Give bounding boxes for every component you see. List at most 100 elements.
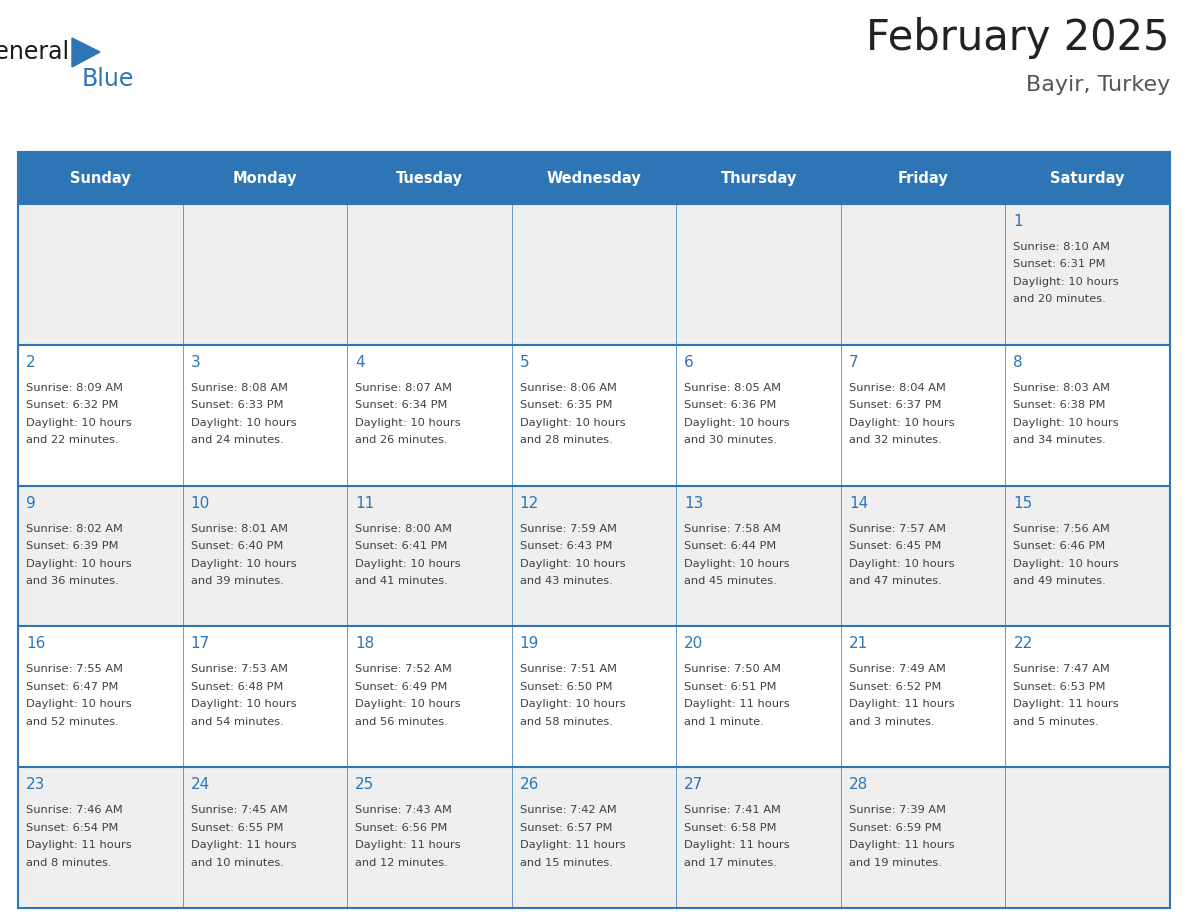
Text: Daylight: 10 hours: Daylight: 10 hours xyxy=(190,700,296,710)
Text: General: General xyxy=(0,40,70,64)
Text: Monday: Monday xyxy=(233,171,297,185)
Text: and 5 minutes.: and 5 minutes. xyxy=(1013,717,1099,727)
Text: Sunset: 6:40 PM: Sunset: 6:40 PM xyxy=(190,541,283,551)
Text: Sunset: 6:59 PM: Sunset: 6:59 PM xyxy=(849,823,941,833)
Text: Sunrise: 7:46 AM: Sunrise: 7:46 AM xyxy=(26,805,122,815)
Text: Daylight: 10 hours: Daylight: 10 hours xyxy=(684,558,790,568)
Text: 8: 8 xyxy=(1013,354,1023,370)
Text: Sunset: 6:53 PM: Sunset: 6:53 PM xyxy=(1013,682,1106,692)
Text: Friday: Friday xyxy=(898,171,948,185)
Bar xyxy=(1005,152,1170,204)
Text: Daylight: 10 hours: Daylight: 10 hours xyxy=(519,558,625,568)
Text: and 15 minutes.: and 15 minutes. xyxy=(519,857,613,868)
Text: and 3 minutes.: and 3 minutes. xyxy=(849,717,935,727)
Text: and 10 minutes.: and 10 minutes. xyxy=(190,857,284,868)
Bar xyxy=(512,767,676,908)
Text: Sunset: 6:49 PM: Sunset: 6:49 PM xyxy=(355,682,448,692)
Text: Daylight: 10 hours: Daylight: 10 hours xyxy=(190,418,296,428)
Text: Sunday: Sunday xyxy=(70,171,131,185)
Bar xyxy=(183,626,347,767)
Text: Sunset: 6:43 PM: Sunset: 6:43 PM xyxy=(519,541,612,551)
Bar xyxy=(676,152,841,204)
Bar xyxy=(1005,486,1170,626)
Text: and 22 minutes.: and 22 minutes. xyxy=(26,435,119,445)
Bar xyxy=(841,204,1005,345)
Text: Daylight: 11 hours: Daylight: 11 hours xyxy=(849,840,954,850)
Text: Daylight: 10 hours: Daylight: 10 hours xyxy=(1013,418,1119,428)
Text: Daylight: 10 hours: Daylight: 10 hours xyxy=(26,558,132,568)
Text: Sunset: 6:31 PM: Sunset: 6:31 PM xyxy=(1013,260,1106,270)
Text: and 20 minutes.: and 20 minutes. xyxy=(1013,295,1106,305)
Text: 27: 27 xyxy=(684,778,703,792)
Text: and 39 minutes.: and 39 minutes. xyxy=(190,577,284,586)
Text: Daylight: 10 hours: Daylight: 10 hours xyxy=(849,558,954,568)
Text: Sunset: 6:37 PM: Sunset: 6:37 PM xyxy=(849,400,941,410)
Text: and 8 minutes.: and 8 minutes. xyxy=(26,857,112,868)
Bar xyxy=(1005,767,1170,908)
Text: Daylight: 10 hours: Daylight: 10 hours xyxy=(519,700,625,710)
Text: 21: 21 xyxy=(849,636,868,652)
Text: Sunrise: 7:39 AM: Sunrise: 7:39 AM xyxy=(849,805,946,815)
Text: Sunset: 6:44 PM: Sunset: 6:44 PM xyxy=(684,541,777,551)
Text: and 43 minutes.: and 43 minutes. xyxy=(519,577,613,586)
Text: 14: 14 xyxy=(849,496,868,510)
Text: Sunset: 6:46 PM: Sunset: 6:46 PM xyxy=(1013,541,1106,551)
Bar xyxy=(1005,626,1170,767)
Bar xyxy=(347,345,512,486)
Text: Sunset: 6:41 PM: Sunset: 6:41 PM xyxy=(355,541,448,551)
Text: Daylight: 10 hours: Daylight: 10 hours xyxy=(355,700,461,710)
Text: Sunrise: 8:09 AM: Sunrise: 8:09 AM xyxy=(26,383,124,393)
Text: Sunset: 6:58 PM: Sunset: 6:58 PM xyxy=(684,823,777,833)
Text: and 56 minutes.: and 56 minutes. xyxy=(355,717,448,727)
Text: Sunrise: 8:03 AM: Sunrise: 8:03 AM xyxy=(1013,383,1111,393)
Text: Saturday: Saturday xyxy=(1050,171,1125,185)
Text: Sunrise: 7:51 AM: Sunrise: 7:51 AM xyxy=(519,665,617,675)
Text: Sunset: 6:35 PM: Sunset: 6:35 PM xyxy=(519,400,612,410)
Bar xyxy=(841,626,1005,767)
Text: Sunrise: 8:02 AM: Sunrise: 8:02 AM xyxy=(26,523,122,533)
Text: 18: 18 xyxy=(355,636,374,652)
Bar xyxy=(512,345,676,486)
Text: and 47 minutes.: and 47 minutes. xyxy=(849,577,942,586)
Bar xyxy=(18,626,183,767)
Text: 20: 20 xyxy=(684,636,703,652)
Bar xyxy=(676,204,841,345)
Text: Sunrise: 7:47 AM: Sunrise: 7:47 AM xyxy=(1013,665,1111,675)
Text: Sunset: 6:55 PM: Sunset: 6:55 PM xyxy=(190,823,283,833)
Bar xyxy=(512,152,676,204)
Text: 17: 17 xyxy=(190,636,210,652)
Text: Sunrise: 7:41 AM: Sunrise: 7:41 AM xyxy=(684,805,782,815)
Text: Sunrise: 7:53 AM: Sunrise: 7:53 AM xyxy=(190,665,287,675)
Bar xyxy=(183,204,347,345)
Text: Sunrise: 8:08 AM: Sunrise: 8:08 AM xyxy=(190,383,287,393)
Text: Daylight: 10 hours: Daylight: 10 hours xyxy=(355,558,461,568)
Text: 15: 15 xyxy=(1013,496,1032,510)
Bar xyxy=(841,486,1005,626)
Text: Sunset: 6:50 PM: Sunset: 6:50 PM xyxy=(519,682,612,692)
Text: and 12 minutes.: and 12 minutes. xyxy=(355,857,448,868)
Text: 9: 9 xyxy=(26,496,36,510)
Text: Sunset: 6:57 PM: Sunset: 6:57 PM xyxy=(519,823,612,833)
Text: and 36 minutes.: and 36 minutes. xyxy=(26,577,119,586)
Text: Daylight: 10 hours: Daylight: 10 hours xyxy=(1013,558,1119,568)
Text: Sunrise: 8:00 AM: Sunrise: 8:00 AM xyxy=(355,523,453,533)
Bar xyxy=(676,767,841,908)
Bar xyxy=(676,626,841,767)
Text: and 54 minutes.: and 54 minutes. xyxy=(190,717,283,727)
Text: Sunrise: 8:01 AM: Sunrise: 8:01 AM xyxy=(190,523,287,533)
Bar xyxy=(1005,204,1170,345)
Bar xyxy=(841,345,1005,486)
Text: Sunrise: 7:50 AM: Sunrise: 7:50 AM xyxy=(684,665,782,675)
Text: 5: 5 xyxy=(519,354,530,370)
Polygon shape xyxy=(72,38,100,67)
Text: Sunrise: 7:42 AM: Sunrise: 7:42 AM xyxy=(519,805,617,815)
Bar xyxy=(183,345,347,486)
Bar xyxy=(347,204,512,345)
Text: and 41 minutes.: and 41 minutes. xyxy=(355,577,448,586)
Text: February 2025: February 2025 xyxy=(866,17,1170,59)
Text: 10: 10 xyxy=(190,496,210,510)
Text: 12: 12 xyxy=(519,496,539,510)
Text: and 45 minutes.: and 45 minutes. xyxy=(684,577,777,586)
Text: Sunrise: 7:45 AM: Sunrise: 7:45 AM xyxy=(190,805,287,815)
Bar xyxy=(512,204,676,345)
